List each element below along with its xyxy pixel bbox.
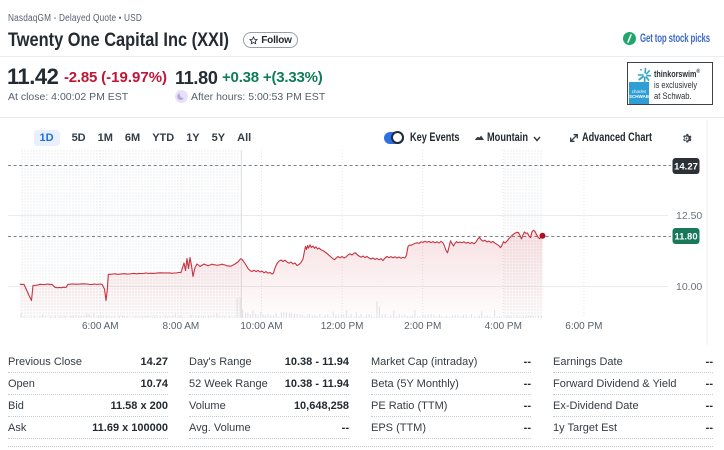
svg-text:2:00 PM: 2:00 PM — [404, 321, 441, 332]
svg-text:10.00: 10.00 — [676, 281, 702, 293]
svg-text:10:00 AM: 10:00 AM — [240, 321, 282, 332]
svg-text:14.27: 14.27 — [674, 162, 698, 173]
svg-text:4:00 PM: 4:00 PM — [485, 321, 522, 332]
svg-text:8:00 AM: 8:00 AM — [163, 321, 200, 332]
svg-text:11.80: 11.80 — [674, 232, 697, 243]
svg-text:12.50: 12.50 — [676, 210, 702, 222]
svg-text:6:00 PM: 6:00 PM — [565, 321, 602, 332]
svg-text:6:00 AM: 6:00 AM — [82, 321, 119, 332]
svg-text:12:00 PM: 12:00 PM — [321, 321, 364, 332]
